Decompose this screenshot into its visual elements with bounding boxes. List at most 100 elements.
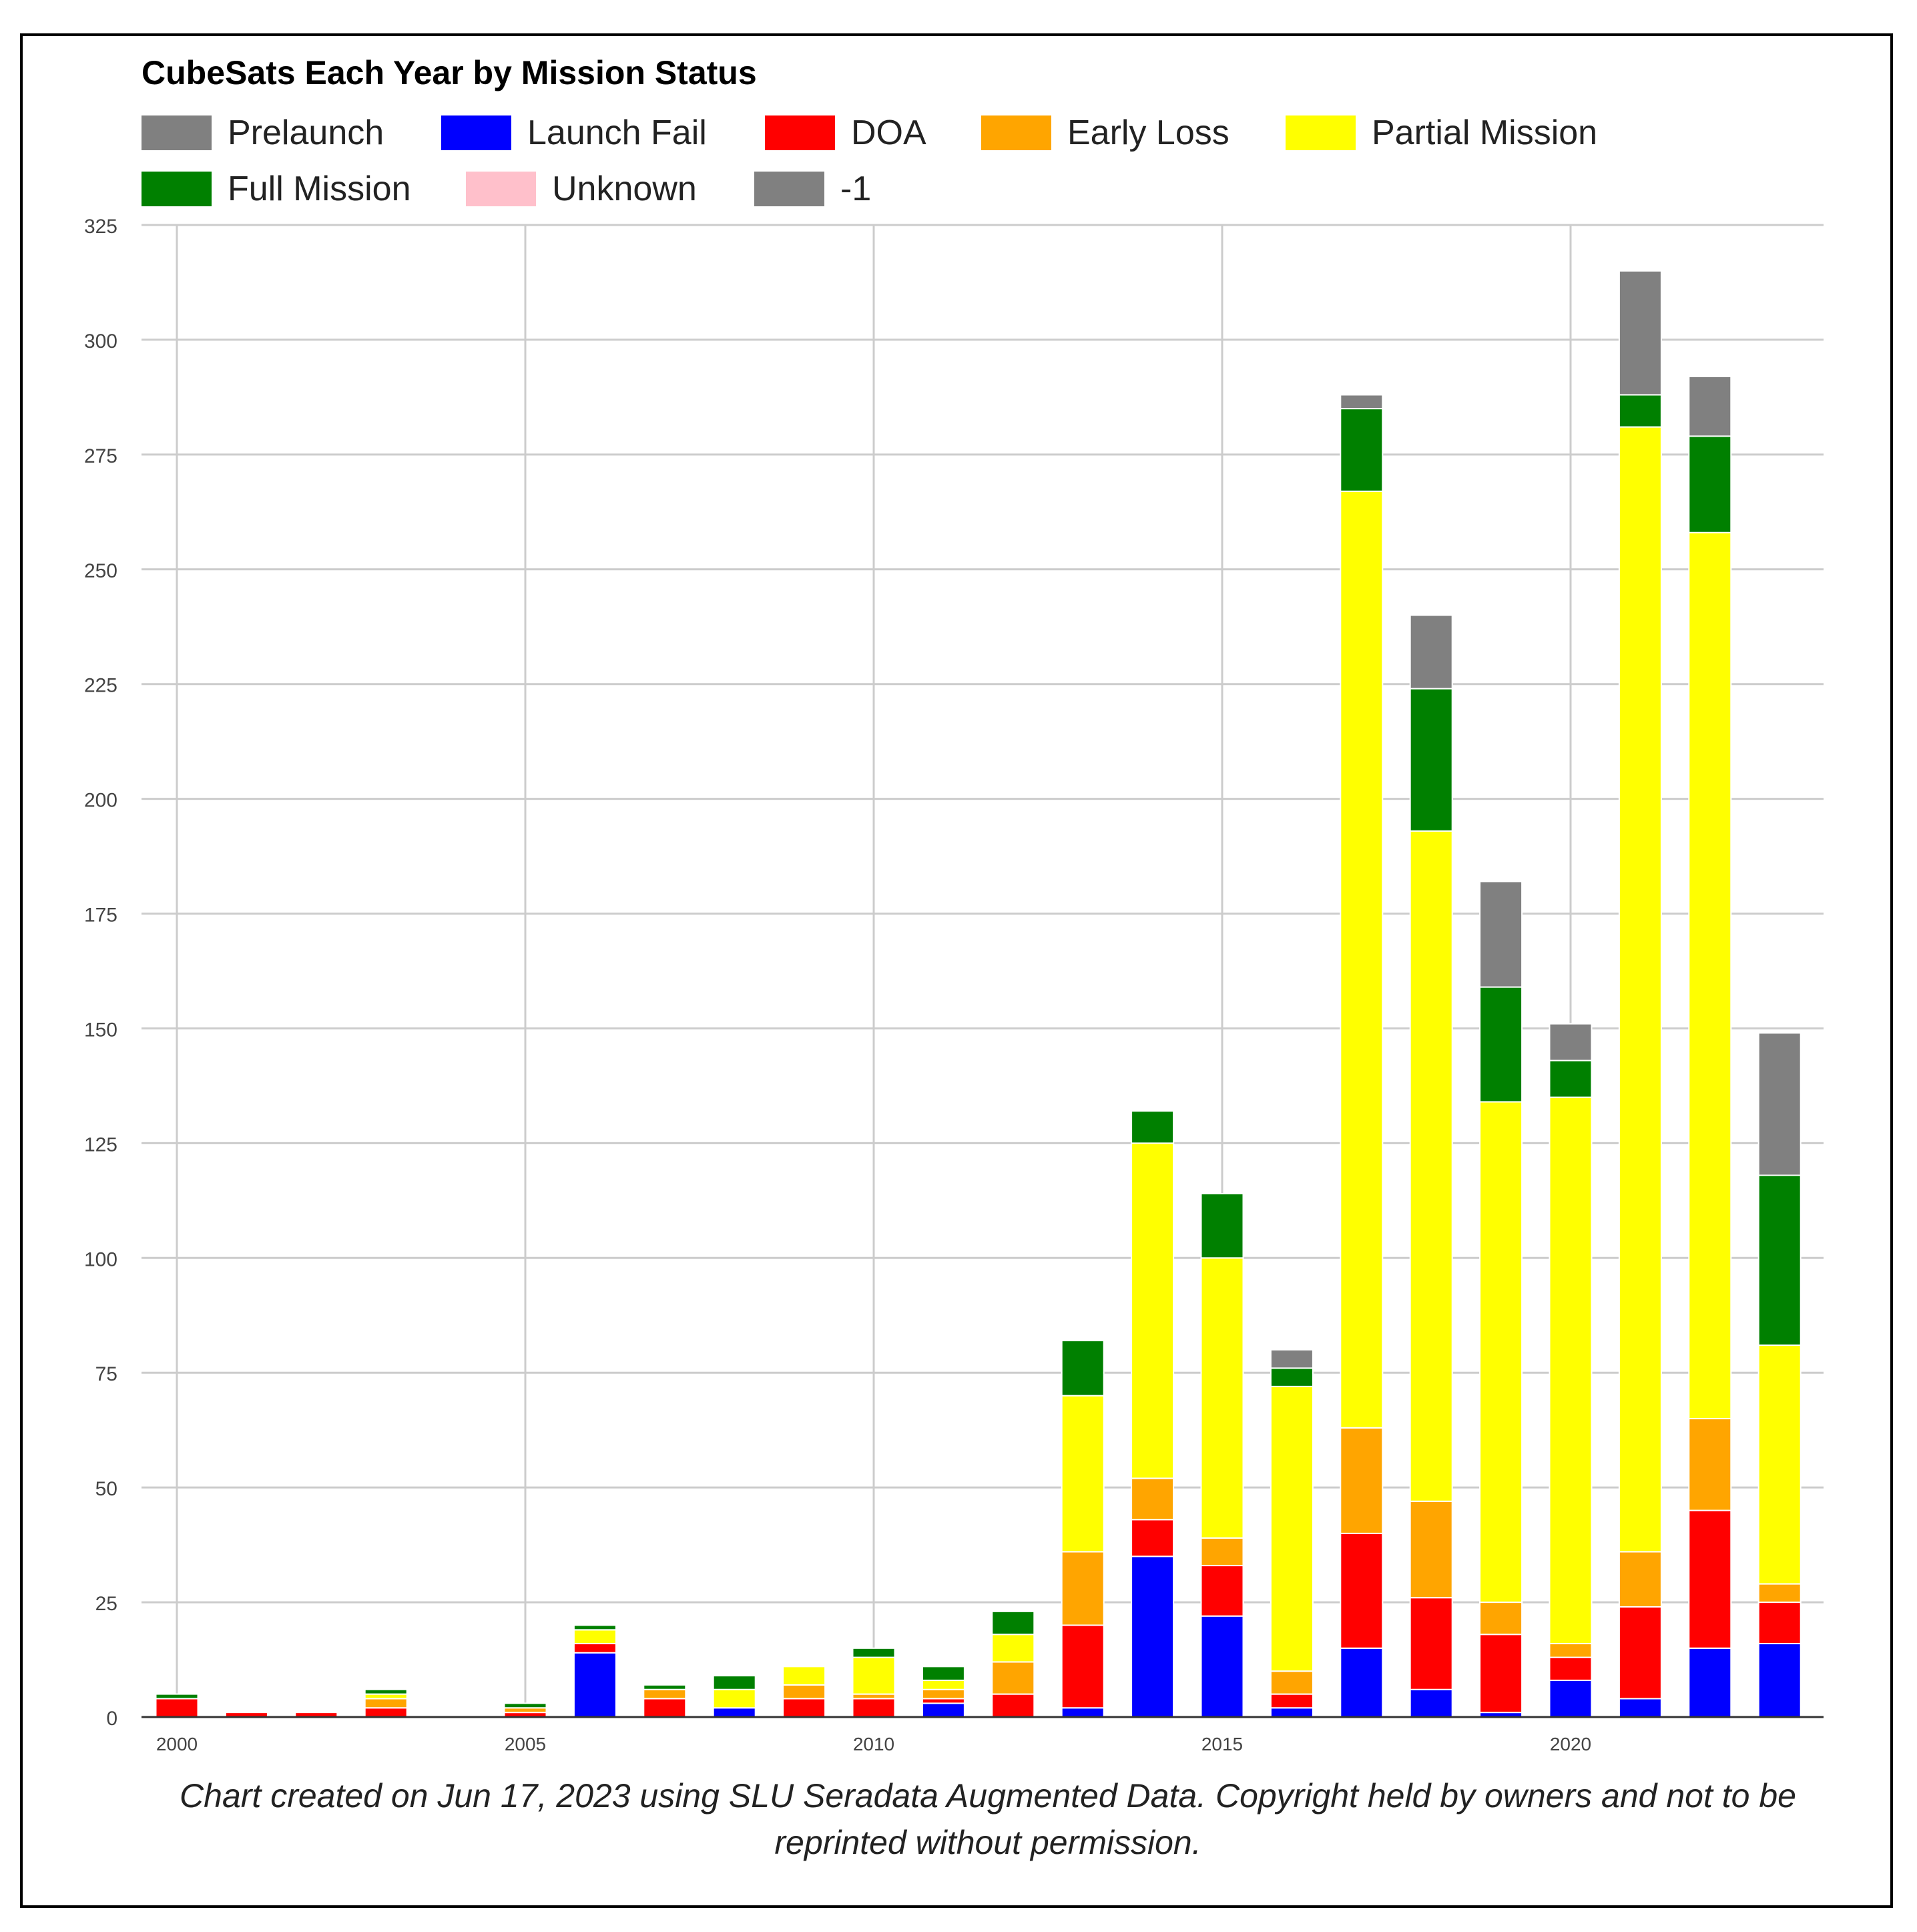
bar-segment-doa-2018[interactable]: [1409, 1597, 1453, 1690]
bar-segment-partial-mission-2014[interactable]: [1131, 1142, 1175, 1479]
bar-segment-minus-one-2017[interactable]: [1340, 394, 1384, 410]
bar-segment-doa-2012[interactable]: [991, 1693, 1035, 1718]
bar-segment-doa-2010[interactable]: [852, 1698, 896, 1718]
bar-segment-doa-2023[interactable]: [1757, 1602, 1802, 1644]
bar-segment-launch-fail-2022[interactable]: [1688, 1647, 1732, 1718]
bar-segment-launch-fail-2013[interactable]: [1061, 1707, 1105, 1718]
bar-segment-minus-one-2022[interactable]: [1688, 375, 1732, 437]
bar-segment-full-mission-2006[interactable]: [573, 1624, 617, 1631]
bar-segment-early-loss-2007[interactable]: [643, 1688, 687, 1700]
bar-segment-early-loss-2014[interactable]: [1131, 1477, 1175, 1521]
bar-segment-early-loss-2019[interactable]: [1479, 1602, 1523, 1636]
bar-segment-partial-mission-2013[interactable]: [1061, 1395, 1105, 1553]
bar-segment-early-loss-2003[interactable]: [364, 1698, 408, 1709]
bar-segment-full-mission-2021[interactable]: [1618, 394, 1662, 428]
bar-segment-minus-one-2016[interactable]: [1270, 1349, 1314, 1369]
bar-segment-partial-mission-2020[interactable]: [1549, 1096, 1593, 1644]
bar-segment-doa-2014[interactable]: [1131, 1519, 1175, 1557]
bar-segment-partial-mission-2003[interactable]: [364, 1693, 408, 1700]
bar-segment-doa-2022[interactable]: [1688, 1509, 1732, 1649]
bar-segment-full-mission-2007[interactable]: [643, 1684, 687, 1690]
bar-segment-doa-2007[interactable]: [643, 1698, 687, 1718]
bar-segment-full-mission-2015[interactable]: [1200, 1193, 1244, 1259]
bar-segment-partial-mission-2022[interactable]: [1688, 531, 1732, 1419]
bar-segment-early-loss-2013[interactable]: [1061, 1551, 1105, 1626]
bar-segment-full-mission-2013[interactable]: [1061, 1340, 1105, 1397]
bar-segment-minus-one-2020[interactable]: [1549, 1023, 1593, 1061]
bar-segment-launch-fail-2018[interactable]: [1409, 1688, 1453, 1718]
bar-segment-doa-2011[interactable]: [921, 1698, 965, 1704]
bar-segment-early-loss-2015[interactable]: [1200, 1537, 1244, 1567]
bar-segment-partial-mission-2011[interactable]: [921, 1679, 965, 1690]
bar-segment-launch-fail-2017[interactable]: [1340, 1647, 1384, 1718]
bar-segment-doa-2019[interactable]: [1479, 1634, 1523, 1714]
bar-segment-early-loss-2010[interactable]: [852, 1693, 896, 1700]
legend-item-early-loss[interactable]: Early Loss: [981, 113, 1229, 152]
bar-segment-full-mission-2019[interactable]: [1479, 986, 1523, 1103]
bar-segment-full-mission-2011[interactable]: [921, 1666, 965, 1681]
bar-segment-minus-one-2019[interactable]: [1479, 881, 1523, 988]
bar-segment-minus-one-2023[interactable]: [1757, 1032, 1802, 1176]
bar-segment-early-loss-2020[interactable]: [1549, 1642, 1593, 1658]
bar-segment-early-loss-2022[interactable]: [1688, 1418, 1732, 1511]
bar-segment-partial-mission-2016[interactable]: [1270, 1385, 1314, 1672]
bar-segment-partial-mission-2017[interactable]: [1340, 490, 1384, 1429]
bar-segment-doa-2021[interactable]: [1618, 1606, 1662, 1700]
bar-segment-partial-mission-2015[interactable]: [1200, 1257, 1244, 1539]
legend-item-minus-one[interactable]: -1: [754, 170, 871, 208]
bar-segment-early-loss-2016[interactable]: [1270, 1670, 1314, 1695]
bar-segment-early-loss-2009[interactable]: [782, 1684, 826, 1700]
bar-segment-early-loss-2023[interactable]: [1757, 1583, 1802, 1604]
legend-item-launch-fail[interactable]: Launch Fail: [441, 113, 707, 152]
bar-segment-partial-mission-2018[interactable]: [1409, 830, 1453, 1502]
bar-segment-full-mission-2023[interactable]: [1757, 1174, 1802, 1346]
bar-segment-partial-mission-2009[interactable]: [782, 1666, 826, 1686]
bar-segment-doa-2003[interactable]: [364, 1707, 408, 1718]
legend-item-unknown[interactable]: Unknown: [466, 170, 697, 208]
bar-segment-partial-mission-2019[interactable]: [1479, 1101, 1523, 1604]
bar-segment-full-mission-2014[interactable]: [1131, 1110, 1175, 1144]
bar-segment-launch-fail-2015[interactable]: [1200, 1615, 1244, 1718]
bar-segment-partial-mission-2006[interactable]: [573, 1629, 617, 1644]
bar-segment-full-mission-2017[interactable]: [1340, 408, 1384, 492]
bar-segment-full-mission-2018[interactable]: [1409, 688, 1453, 832]
bar-segment-doa-2015[interactable]: [1200, 1565, 1244, 1617]
bar-segment-partial-mission-2010[interactable]: [852, 1656, 896, 1695]
bar-segment-early-loss-2021[interactable]: [1618, 1551, 1662, 1608]
bar-segment-early-loss-2018[interactable]: [1409, 1500, 1453, 1599]
bar-segment-launch-fail-2021[interactable]: [1618, 1698, 1662, 1718]
bar-segment-partial-mission-2021[interactable]: [1618, 426, 1662, 1553]
bar-segment-doa-2009[interactable]: [782, 1698, 826, 1718]
bar-segment-early-loss-2005[interactable]: [503, 1707, 547, 1714]
legend-item-doa[interactable]: DOA: [765, 113, 926, 152]
bar-segment-full-mission-2005[interactable]: [503, 1702, 547, 1709]
bar-segment-full-mission-2008[interactable]: [712, 1675, 756, 1690]
bar-segment-launch-fail-2016[interactable]: [1270, 1707, 1314, 1718]
bar-segment-full-mission-2020[interactable]: [1549, 1059, 1593, 1098]
bar-segment-launch-fail-2011[interactable]: [921, 1702, 965, 1718]
legend-item-prelaunch[interactable]: Prelaunch: [142, 113, 384, 152]
bar-segment-partial-mission-2008[interactable]: [712, 1688, 756, 1709]
bar-segment-doa-2000[interactable]: [155, 1698, 199, 1718]
bar-segment-launch-fail-2006[interactable]: [573, 1652, 617, 1718]
bar-segment-partial-mission-2012[interactable]: [991, 1634, 1035, 1663]
bar-segment-doa-2017[interactable]: [1340, 1532, 1384, 1649]
bar-segment-full-mission-2003[interactable]: [364, 1688, 408, 1695]
bar-segment-launch-fail-2020[interactable]: [1549, 1679, 1593, 1718]
bar-segment-launch-fail-2008[interactable]: [712, 1707, 756, 1718]
bar-segment-minus-one-2018[interactable]: [1409, 614, 1453, 690]
bar-segment-doa-2013[interactable]: [1061, 1624, 1105, 1709]
bar-segment-early-loss-2012[interactable]: [991, 1661, 1035, 1695]
legend-item-full-mission[interactable]: Full Mission: [142, 170, 411, 208]
bar-segment-launch-fail-2023[interactable]: [1757, 1642, 1802, 1718]
bar-segment-early-loss-2011[interactable]: [921, 1688, 965, 1700]
bar-segment-doa-2020[interactable]: [1549, 1656, 1593, 1681]
bar-segment-doa-2016[interactable]: [1270, 1693, 1314, 1709]
bar-segment-full-mission-2012[interactable]: [991, 1610, 1035, 1636]
bar-segment-full-mission-2016[interactable]: [1270, 1367, 1314, 1387]
bar-segment-full-mission-2010[interactable]: [852, 1647, 896, 1658]
bar-segment-minus-one-2021[interactable]: [1618, 270, 1662, 396]
bar-segment-full-mission-2000[interactable]: [155, 1693, 199, 1700]
bar-segment-launch-fail-2014[interactable]: [1131, 1555, 1175, 1718]
legend-item-partial-mission[interactable]: Partial Mission: [1286, 113, 1597, 152]
